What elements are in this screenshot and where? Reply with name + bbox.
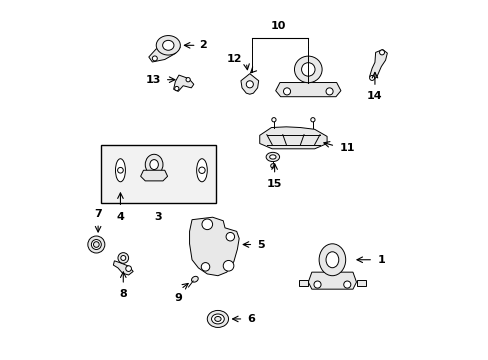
Text: 8: 8 [119, 289, 127, 299]
Circle shape [225, 233, 234, 241]
Ellipse shape [214, 316, 221, 321]
Ellipse shape [88, 236, 104, 253]
Polygon shape [369, 50, 386, 80]
Polygon shape [298, 280, 307, 286]
Text: 1: 1 [377, 255, 385, 265]
Text: 4: 4 [116, 212, 124, 222]
Circle shape [325, 88, 332, 95]
Ellipse shape [156, 36, 180, 55]
Circle shape [270, 164, 274, 168]
Text: 6: 6 [246, 314, 254, 324]
Polygon shape [356, 280, 366, 286]
Ellipse shape [301, 63, 314, 76]
Text: 11: 11 [339, 143, 354, 153]
Circle shape [118, 253, 128, 263]
Text: 10: 10 [270, 21, 285, 31]
Text: 15: 15 [266, 179, 282, 189]
Circle shape [152, 56, 157, 61]
Polygon shape [307, 272, 356, 289]
Circle shape [185, 77, 190, 82]
Circle shape [202, 219, 212, 230]
Polygon shape [241, 74, 258, 94]
Circle shape [125, 266, 131, 271]
Ellipse shape [191, 276, 198, 282]
Ellipse shape [265, 152, 279, 162]
Circle shape [310, 118, 314, 122]
Ellipse shape [211, 314, 224, 324]
Ellipse shape [149, 159, 158, 170]
Ellipse shape [91, 239, 101, 249]
Ellipse shape [207, 310, 228, 328]
Ellipse shape [163, 40, 174, 50]
Polygon shape [189, 217, 239, 276]
Circle shape [369, 76, 374, 80]
Polygon shape [259, 127, 326, 149]
Text: 12: 12 [226, 54, 242, 64]
Circle shape [313, 281, 321, 288]
Ellipse shape [145, 154, 163, 175]
Text: 2: 2 [199, 40, 207, 50]
Circle shape [246, 81, 253, 88]
Circle shape [118, 167, 123, 173]
Circle shape [223, 260, 233, 271]
Ellipse shape [196, 159, 207, 182]
Circle shape [174, 86, 179, 91]
Circle shape [121, 256, 125, 260]
Text: 3: 3 [154, 212, 162, 222]
Ellipse shape [269, 155, 276, 159]
Polygon shape [113, 261, 133, 275]
Text: 13: 13 [145, 75, 161, 85]
Polygon shape [275, 82, 340, 97]
Ellipse shape [115, 159, 125, 182]
Bar [101, 145, 216, 203]
Text: 5: 5 [256, 239, 264, 249]
Polygon shape [173, 75, 193, 91]
Circle shape [201, 262, 209, 271]
Circle shape [379, 50, 384, 55]
Polygon shape [148, 47, 180, 62]
Circle shape [283, 88, 290, 95]
Circle shape [343, 281, 350, 288]
Polygon shape [141, 170, 167, 181]
Ellipse shape [325, 252, 338, 268]
Text: 14: 14 [366, 91, 382, 102]
Ellipse shape [93, 242, 99, 247]
Text: 7: 7 [94, 209, 102, 219]
Ellipse shape [319, 244, 345, 276]
Ellipse shape [294, 56, 322, 83]
Circle shape [271, 118, 276, 122]
Circle shape [198, 167, 205, 174]
Text: 9: 9 [174, 293, 182, 303]
